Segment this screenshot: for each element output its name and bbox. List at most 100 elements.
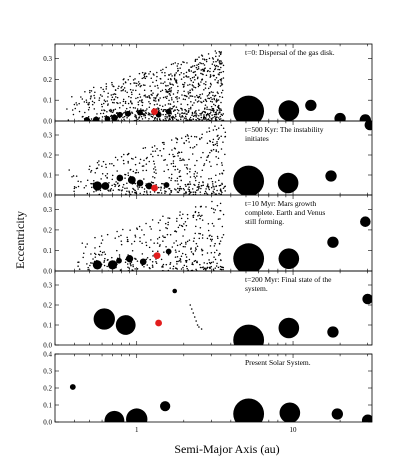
planetesimal-point bbox=[145, 163, 148, 165]
planetesimal-point bbox=[174, 113, 177, 116]
planetesimal-point bbox=[145, 258, 148, 261]
planetesimal-point bbox=[169, 263, 171, 266]
planetesimal-point bbox=[174, 169, 176, 171]
planetesimal-point bbox=[123, 118, 125, 121]
planetesimal-point bbox=[197, 96, 200, 99]
planetesimal-point bbox=[176, 98, 178, 100]
planetesimal-point bbox=[153, 97, 155, 99]
planetesimal-point bbox=[126, 182, 128, 185]
planetesimal-point bbox=[179, 118, 182, 120]
planetesimal-point bbox=[173, 109, 176, 111]
planetesimal-point bbox=[195, 219, 198, 221]
planetesimal-point bbox=[186, 62, 188, 64]
planetesimal-point bbox=[173, 105, 176, 107]
planetesimal-point bbox=[139, 158, 142, 161]
planetesimal-point bbox=[112, 110, 115, 112]
planetesimal-point bbox=[183, 223, 185, 225]
planetesimal-point bbox=[183, 90, 185, 92]
planetesimal-point bbox=[199, 266, 202, 269]
planetesimal-point bbox=[100, 86, 102, 89]
planetesimal-point bbox=[147, 112, 150, 114]
planetesimal-point bbox=[214, 104, 217, 107]
planetesimal-point bbox=[129, 168, 132, 171]
panels: 0.0 0.1 0.2 0.3 t=0: Dispersal of the gas di… bbox=[43, 43, 373, 434]
planetesimal-point bbox=[200, 185, 203, 187]
planetesimal-point bbox=[136, 185, 138, 187]
planetesimal-point bbox=[209, 74, 212, 76]
planetesimal-point bbox=[200, 187, 202, 190]
planetesimal-point bbox=[172, 110, 175, 112]
planet-point bbox=[93, 308, 115, 330]
planetesimal-point bbox=[134, 114, 136, 116]
planetesimal-point bbox=[175, 81, 177, 84]
planetesimal-point bbox=[125, 107, 128, 110]
planetesimal-point bbox=[101, 165, 103, 167]
planetesimal-point bbox=[168, 93, 170, 95]
planetesimal-point bbox=[177, 119, 179, 121]
planetesimal-point bbox=[155, 100, 157, 102]
planetesimal-point bbox=[212, 148, 215, 151]
planetesimal-point bbox=[183, 76, 185, 78]
planetesimal-point bbox=[140, 101, 143, 103]
planetesimal-point bbox=[196, 260, 198, 263]
planetesimal-point bbox=[175, 230, 178, 233]
planetesimal-point bbox=[106, 173, 109, 175]
planetesimal-point bbox=[217, 157, 220, 160]
planetesimal-point bbox=[139, 240, 141, 243]
planetesimal-point bbox=[143, 73, 146, 76]
planetesimal-point bbox=[163, 251, 165, 253]
y-tick-label: 0.0 bbox=[43, 192, 52, 200]
planetesimal-point bbox=[98, 97, 101, 99]
planetesimal-point bbox=[180, 107, 182, 110]
planetesimal-point bbox=[202, 62, 204, 65]
planetesimal-point bbox=[190, 66, 192, 68]
planetesimal-point bbox=[213, 225, 215, 227]
planetesimal-point bbox=[141, 99, 143, 101]
planetesimal-point bbox=[138, 72, 141, 75]
planetesimal-point bbox=[177, 183, 179, 185]
planetesimal-point bbox=[164, 190, 166, 192]
planetesimal-point bbox=[167, 91, 170, 93]
planetesimal-point bbox=[148, 100, 150, 103]
planetesimal-point bbox=[175, 106, 178, 108]
planetesimal-point bbox=[178, 260, 181, 262]
planetesimal-point bbox=[131, 112, 134, 114]
planetesimal-point bbox=[165, 113, 167, 116]
planetesimal-point bbox=[204, 118, 206, 120]
planetesimal-point bbox=[190, 191, 192, 193]
planetesimal-point bbox=[191, 153, 194, 155]
planetesimal-point bbox=[153, 171, 156, 173]
planetesimal-point bbox=[194, 96, 196, 98]
planetesimal-point bbox=[91, 186, 93, 189]
planetesimal-point bbox=[213, 211, 215, 214]
planetesimal-point bbox=[101, 172, 104, 175]
planetesimal-point bbox=[143, 188, 146, 190]
planetesimal-point bbox=[156, 148, 158, 150]
planetesimal-point bbox=[183, 72, 185, 75]
planetesimal-point bbox=[124, 81, 127, 83]
planetesimal-point bbox=[146, 96, 149, 98]
planetesimal-point bbox=[218, 68, 221, 71]
planetesimal-point bbox=[77, 261, 79, 264]
planetesimal-point bbox=[211, 180, 214, 183]
y-tick-label: 0.2 bbox=[43, 226, 52, 234]
planetesimal-point bbox=[158, 186, 160, 189]
planetesimal-point bbox=[137, 186, 139, 188]
planetesimal-point bbox=[139, 236, 141, 239]
planetesimal-point bbox=[219, 189, 222, 192]
planetesimal-point bbox=[200, 69, 202, 71]
panel-3-marks bbox=[93, 288, 372, 345]
planetesimal-point bbox=[222, 64, 225, 67]
planetesimal-point bbox=[218, 61, 221, 63]
planetesimal-point bbox=[166, 115, 168, 118]
planetesimal-point bbox=[194, 232, 196, 235]
planetesimal-point bbox=[143, 95, 145, 97]
planetesimal-point bbox=[214, 181, 217, 183]
planetesimal-point bbox=[194, 78, 196, 81]
planetesimal-point bbox=[153, 145, 156, 147]
planetesimal-point bbox=[184, 115, 187, 118]
planetesimal-point bbox=[141, 186, 143, 189]
planetesimal-point bbox=[208, 130, 211, 133]
planetesimal-point bbox=[136, 227, 138, 229]
planet-point bbox=[115, 315, 136, 335]
